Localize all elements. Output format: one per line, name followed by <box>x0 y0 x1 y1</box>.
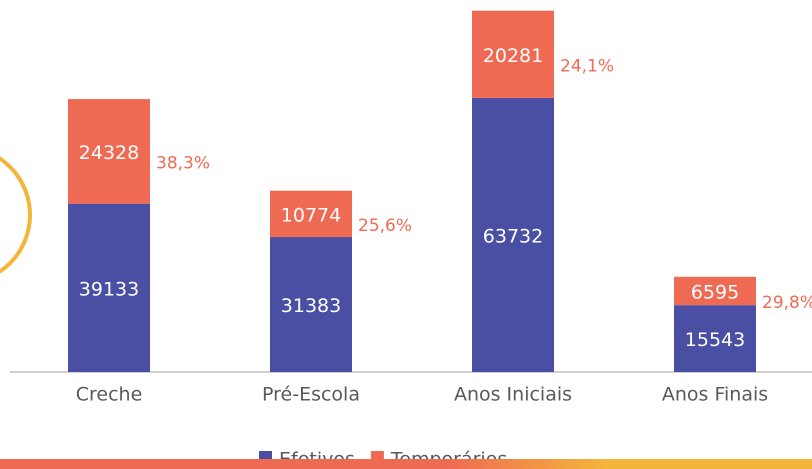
share-label: 38,3% <box>156 153 210 173</box>
value-label: 6595 <box>691 281 739 303</box>
value-label: 24328 <box>79 142 139 164</box>
bar-segment <box>472 97 554 372</box>
decoration <box>0 156 32 274</box>
bar-segment <box>68 203 150 372</box>
value-label: 39133 <box>79 278 139 300</box>
bar-segment <box>68 99 150 204</box>
share-label: 29,8% <box>762 293 812 313</box>
x-tick-label: Anos Finais <box>662 384 768 406</box>
x-tick-label: Creche <box>76 384 143 406</box>
value-label: 15543 <box>685 329 745 351</box>
bar-segment <box>674 276 756 306</box>
bar-segment <box>270 237 352 372</box>
share-label: 25,6% <box>358 216 412 236</box>
value-label: 63732 <box>483 225 543 247</box>
x-tick-label: Pré-Escola <box>262 384 360 406</box>
bar-segment <box>674 305 756 372</box>
value-label: 10774 <box>281 204 341 226</box>
x-tick-label: Anos Iniciais <box>454 384 572 406</box>
bar-segment <box>472 10 554 98</box>
value-label: 20281 <box>483 45 543 67</box>
bar-segment <box>270 190 352 238</box>
footer-bar <box>0 459 812 469</box>
value-label: 31383 <box>281 295 341 317</box>
share-label: 24,1% <box>560 56 614 76</box>
